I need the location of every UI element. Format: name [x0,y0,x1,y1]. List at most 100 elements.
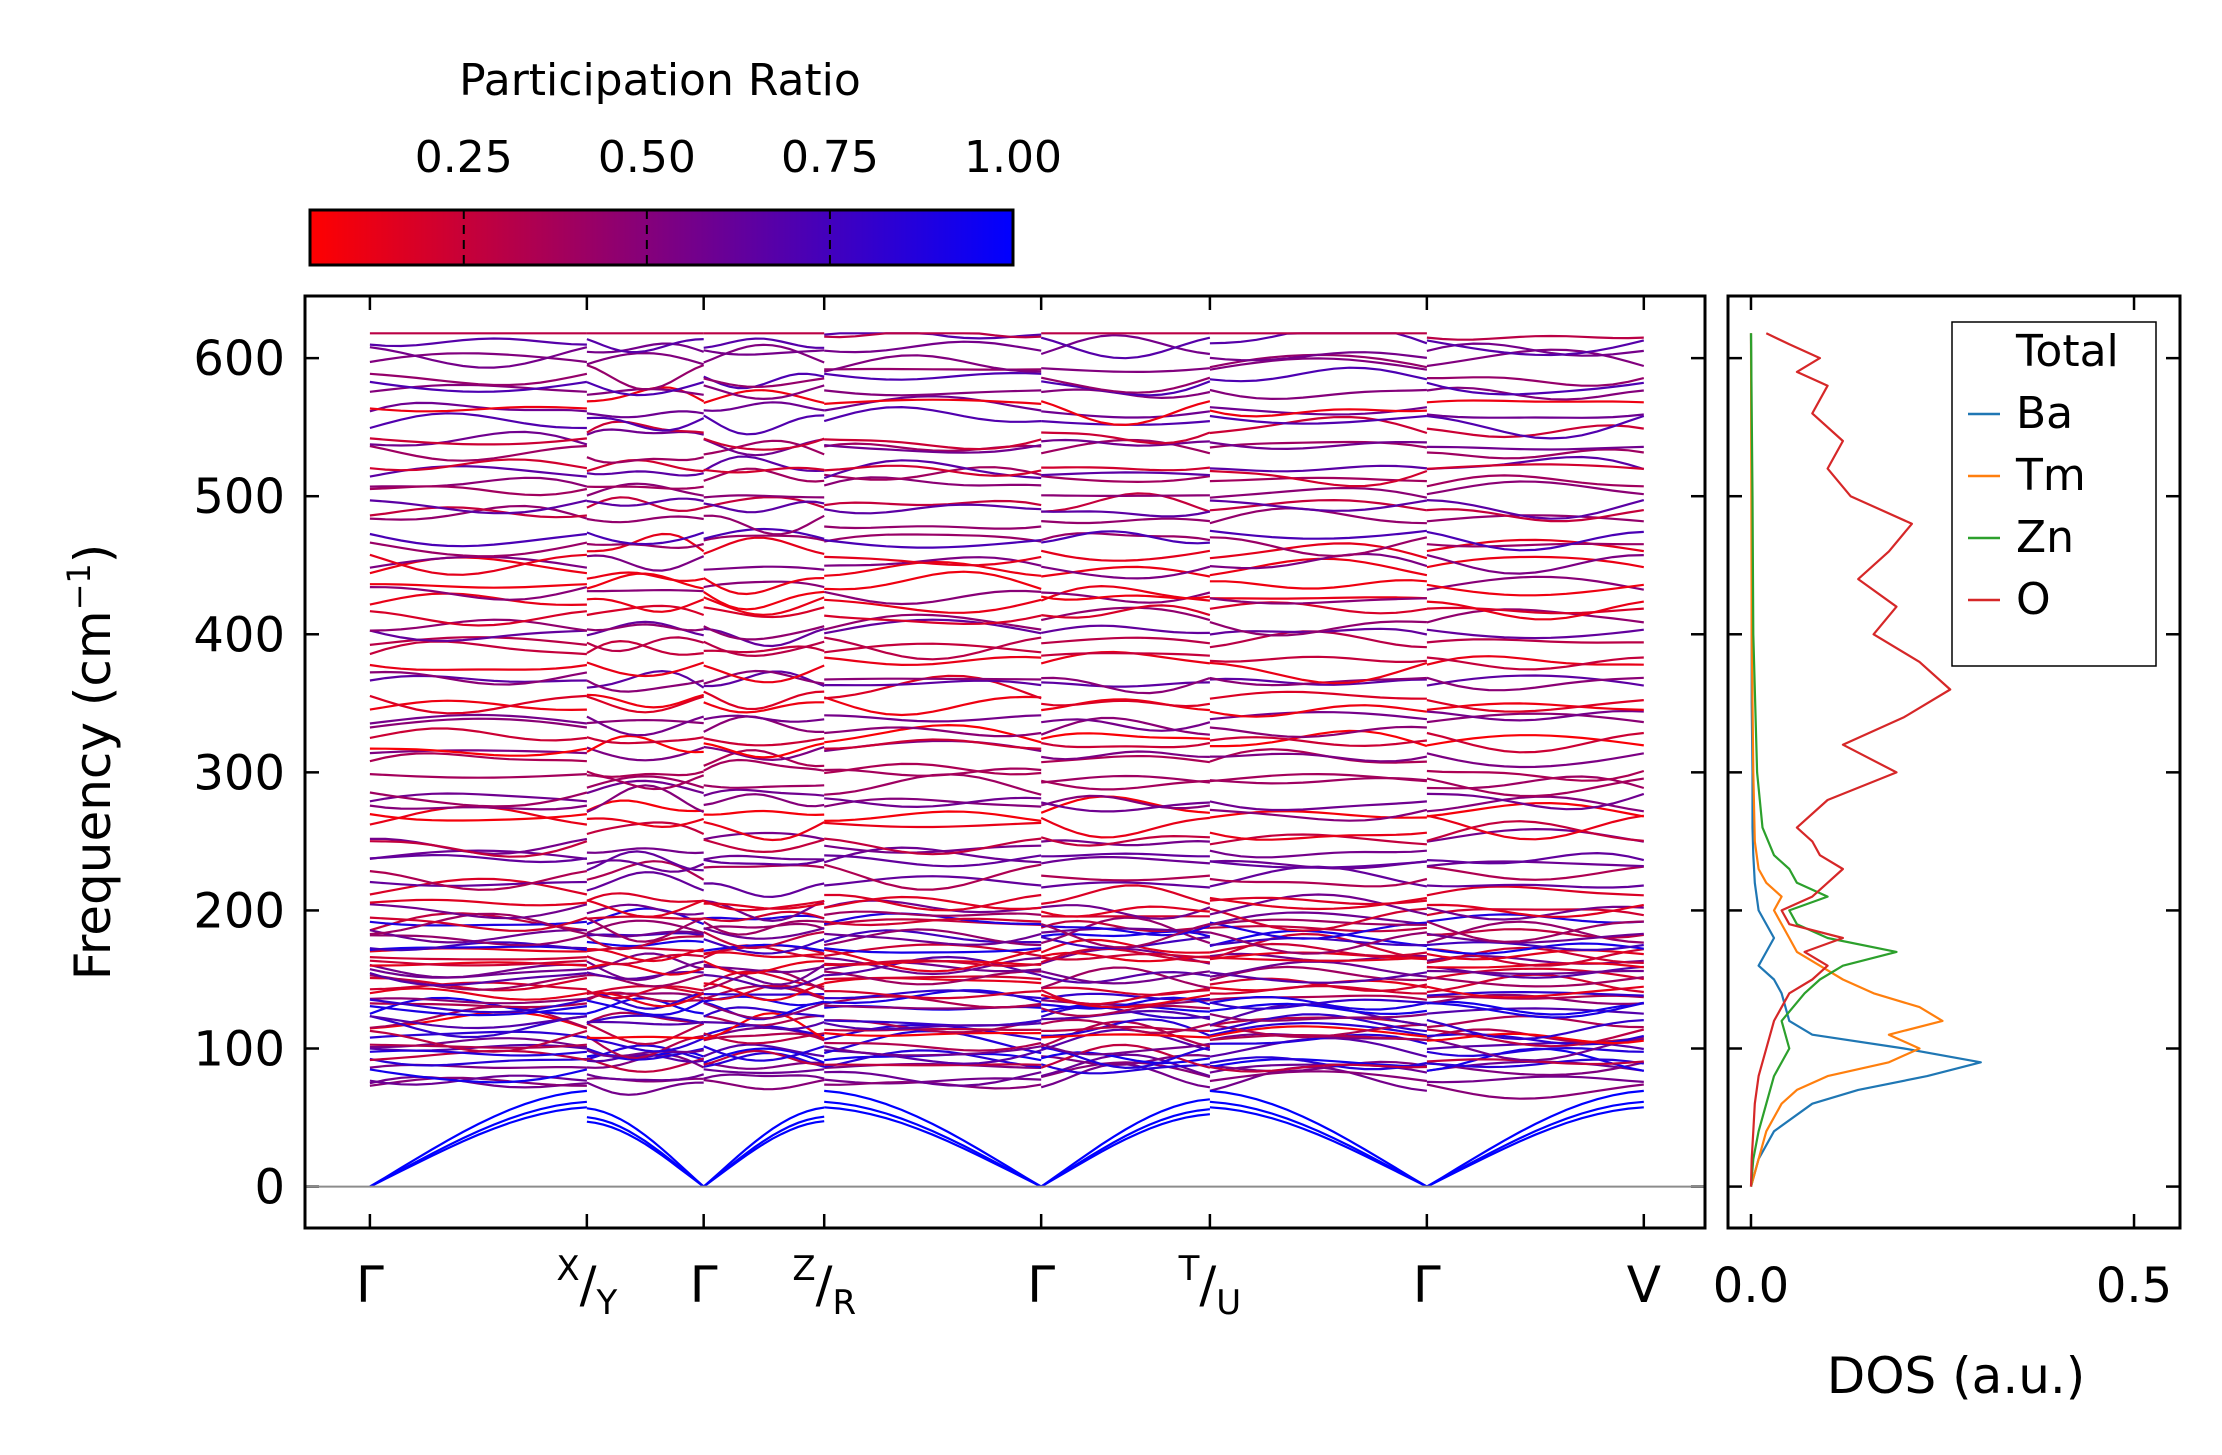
phonon-band [1041,466,1211,472]
phonon-band [369,352,588,364]
phonon-band [824,837,1042,856]
phonon-band [369,412,587,430]
phonon-band [703,899,825,912]
acoustic-branch [824,1100,1042,1188]
phonon-band [1209,1070,1428,1083]
phonon-band [586,497,704,507]
phonon-band [1209,1021,1428,1037]
legend-label-zn: Zn [2016,512,2074,563]
phonon-band [1209,414,1427,425]
phonon-band [369,485,588,497]
phonon-band [586,736,704,745]
phonon-band [824,854,1042,868]
phonon-band [1426,606,1644,615]
phonon-band [824,970,1042,986]
phonon-band [369,610,588,627]
phonon-band [1426,1001,1645,1019]
phonon-band [824,975,1042,981]
phonon-band [703,995,825,1007]
phonon-band [1209,351,1428,362]
phonon-band [1209,1002,1428,1016]
phonon-band [1426,554,1644,575]
phonon-band [1209,441,1427,451]
phonon-band [1426,769,1645,782]
phonon-band [369,717,588,729]
phonon-band [824,917,1042,927]
phonon-band [824,332,1042,339]
phonon-band [1041,492,1211,513]
phonon-band [369,458,588,472]
k-point-label: Γ [1413,1256,1441,1314]
phonon-band [369,1005,588,1017]
phonon-band [1041,986,1211,997]
acoustic-branch [702,1106,825,1188]
phonon-band [1209,661,1428,685]
phonon-band [586,420,704,434]
phonon-band [369,618,588,632]
phonon-band [703,500,825,514]
phonon-band [369,1063,587,1070]
phonon-band [1209,984,1427,995]
phonon-band [1209,704,1428,718]
phonon-band [369,585,588,601]
phonon-band [1040,376,1211,394]
phonon-band [703,577,825,596]
acoustic-branch [1209,1089,1428,1188]
phonon-band [1040,334,1211,356]
phonon-band [586,917,705,943]
k-point-label: Γ [690,1256,718,1314]
phonon-band [369,583,587,589]
k-label-slash: / [580,1256,597,1314]
phonon-band [586,946,704,953]
phonon-band [703,882,825,899]
phonon-band [369,929,587,944]
phonon-band [586,496,704,513]
phonon-band [586,999,705,1017]
phonon-band [823,863,1042,891]
phonon-band [586,456,704,464]
phonon-band [1040,922,1211,949]
phonon-band [824,389,1042,397]
phonon-band [824,821,1042,829]
phonon-band [1209,1057,1427,1068]
phonon-band [1041,874,1210,882]
phonon-band [369,405,587,413]
phonon-band [586,482,704,497]
phonon-band [369,592,587,607]
phonon-band [1209,971,1428,984]
phonon-band [369,961,587,967]
phonon-band [369,437,588,446]
y-tick-label: 400 [193,607,285,663]
phonon-band [703,914,825,921]
phonon-band [1426,508,1644,523]
phonon-band [369,553,587,576]
colorbar-tick-label: 0.25 [415,132,513,183]
phonon-band [586,571,704,583]
phonon-band [1209,630,1427,649]
phonon-band [1041,380,1211,397]
phonon-band [1209,808,1428,822]
phonon-band [1209,464,1428,473]
phonon-band [586,935,704,951]
phonon-band [369,959,587,967]
k-label-sup: Z [792,1249,815,1289]
phonon-band [824,762,1042,776]
phonon-band [703,401,825,412]
phonon-band [824,723,1042,744]
phonon-band [586,985,704,1000]
phonon-band [703,927,825,940]
phonon-band [1426,1032,1644,1045]
phonon-band [586,821,705,836]
phonon-band [1040,816,1211,839]
phonon-band [1426,814,1644,841]
acoustic-branch [1040,1098,1211,1188]
phonon-band [369,903,588,920]
phonon-band [1209,596,1427,600]
phonon-band [1426,381,1644,396]
phonon-band [1209,800,1427,812]
phonon-band [703,1068,825,1075]
phonon-band [703,854,825,861]
phonon-band [369,713,588,725]
phonon-band [703,534,825,542]
